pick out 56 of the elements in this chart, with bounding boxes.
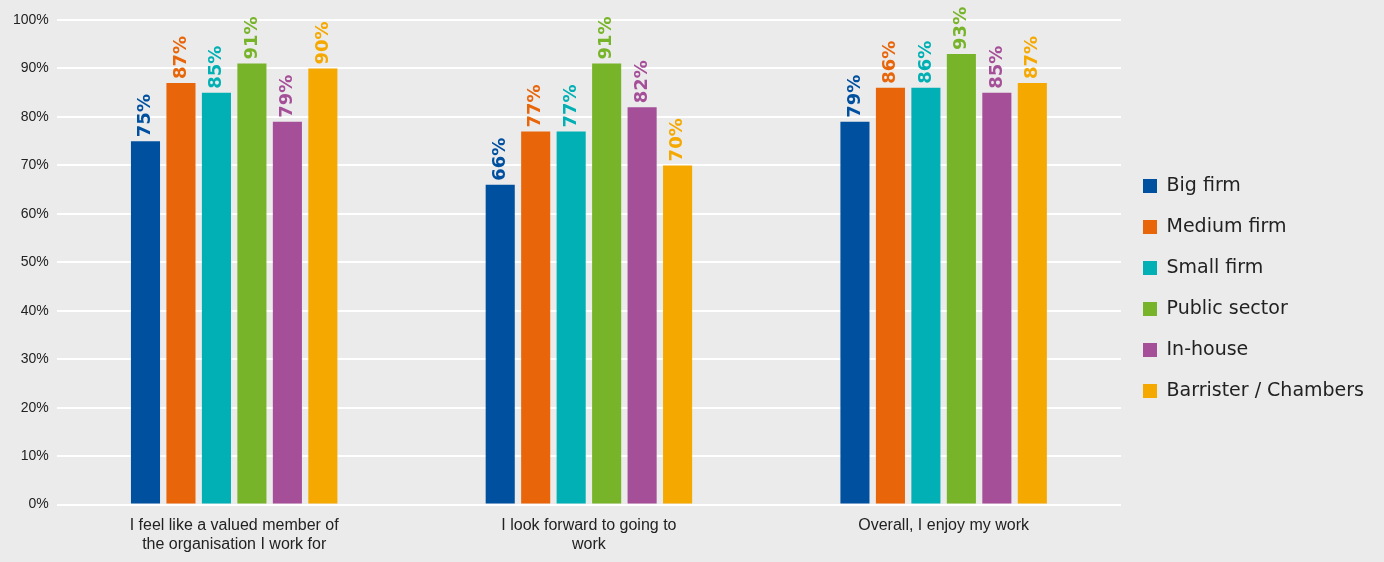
text: 93% (949, 6, 971, 50)
legend-label: Barrister / Chambers (1166, 377, 1364, 400)
bar (1017, 83, 1047, 504)
x-tick-label: I feel like a valued member of the organisation I work for (129, 515, 340, 552)
bar (166, 83, 196, 504)
text: 91% (594, 16, 616, 60)
text: 82% (629, 60, 651, 104)
text: 85% (204, 45, 226, 89)
y-tick-label: 10% (20, 447, 49, 463)
text: 87% (1019, 35, 1041, 79)
text: 79% (275, 74, 297, 118)
legend-label: Public sector (1166, 295, 1288, 318)
text: 75% (133, 94, 155, 138)
legend-label: Medium firm (1166, 213, 1287, 236)
bar (201, 92, 231, 504)
y-tick-label: 60% (20, 204, 49, 221)
text: 91% (239, 16, 261, 60)
y-tick-label: 70% (20, 156, 49, 173)
text: 79% (842, 74, 864, 118)
bar (272, 121, 302, 504)
x-tick-label: Overall, I enjoy my work (858, 515, 1030, 533)
y-tick-label: 80% (20, 107, 49, 124)
legend-label: Big firm (1166, 172, 1241, 195)
text: 77% (558, 84, 580, 128)
y-tick-label: 40% (20, 301, 49, 318)
text: 87% (168, 35, 190, 79)
bar (982, 92, 1012, 504)
bar (946, 53, 976, 504)
text: 77% (523, 84, 545, 128)
bar (663, 165, 693, 504)
y-tick-label: 0% (28, 495, 49, 512)
legend-label: Small firm (1166, 254, 1264, 277)
bar (521, 131, 551, 504)
text: 85% (984, 45, 1006, 89)
text: 70% (665, 118, 687, 162)
text: 86% (878, 40, 900, 84)
text: 66% (487, 137, 509, 181)
text: 86% (913, 40, 935, 84)
bar (592, 63, 622, 504)
y-tick-label: 90% (20, 59, 49, 76)
text: 90% (310, 21, 332, 65)
bar (556, 131, 586, 504)
bar (237, 63, 267, 504)
bar (875, 87, 905, 504)
bar (627, 107, 657, 504)
x-tick-label: I look forward to going to work (501, 515, 677, 552)
y-tick-label: 30% (20, 350, 49, 367)
bar (840, 121, 870, 504)
y-tick-label: 100% (12, 10, 49, 27)
y-tick-label: 50% (20, 253, 49, 270)
bar (308, 68, 338, 504)
y-tick-label: 20% (20, 398, 49, 415)
bar (485, 184, 515, 504)
bar (911, 87, 941, 504)
legend-label: In-house (1166, 336, 1249, 359)
bar (130, 141, 161, 504)
